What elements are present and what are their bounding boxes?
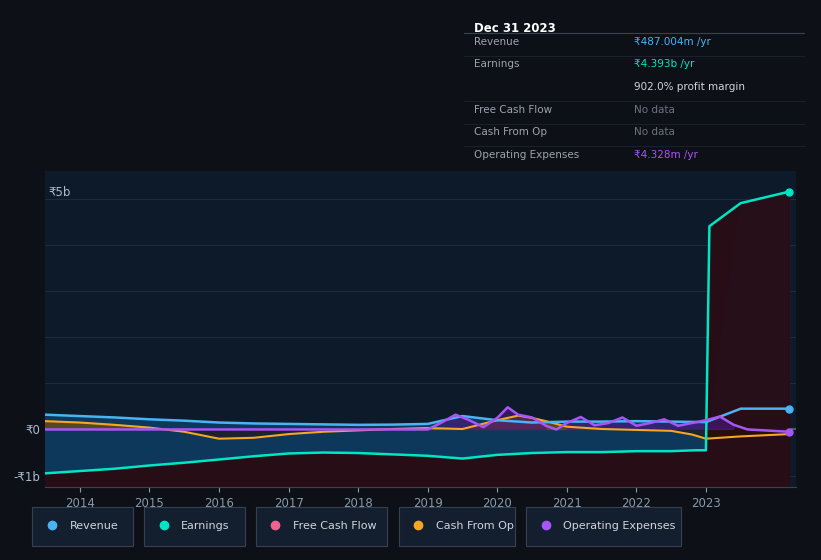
Text: Free Cash Flow: Free Cash Flow xyxy=(293,521,377,531)
Text: Operating Expenses: Operating Expenses xyxy=(563,521,676,531)
Text: Revenue: Revenue xyxy=(474,37,519,46)
Text: Operating Expenses: Operating Expenses xyxy=(474,150,580,160)
Text: No data: No data xyxy=(635,105,675,115)
Text: Cash From Op: Cash From Op xyxy=(474,127,547,137)
Text: Free Cash Flow: Free Cash Flow xyxy=(474,105,553,115)
Text: No data: No data xyxy=(635,127,675,137)
Text: Earnings: Earnings xyxy=(474,59,520,69)
FancyBboxPatch shape xyxy=(399,507,515,546)
Text: Revenue: Revenue xyxy=(70,521,118,531)
Text: Earnings: Earnings xyxy=(181,521,230,531)
FancyBboxPatch shape xyxy=(144,507,245,546)
FancyBboxPatch shape xyxy=(256,507,388,546)
Text: 902.0% profit margin: 902.0% profit margin xyxy=(635,82,745,92)
Text: ₹487.004m /yr: ₹487.004m /yr xyxy=(635,37,711,46)
Text: Dec 31 2023: Dec 31 2023 xyxy=(474,22,556,35)
FancyBboxPatch shape xyxy=(526,507,681,546)
Text: Cash From Op: Cash From Op xyxy=(436,521,514,531)
Text: ₹5b: ₹5b xyxy=(48,185,71,198)
Text: ₹4.393b /yr: ₹4.393b /yr xyxy=(635,59,695,69)
Text: ₹4.328m /yr: ₹4.328m /yr xyxy=(635,150,698,160)
FancyBboxPatch shape xyxy=(32,507,133,546)
